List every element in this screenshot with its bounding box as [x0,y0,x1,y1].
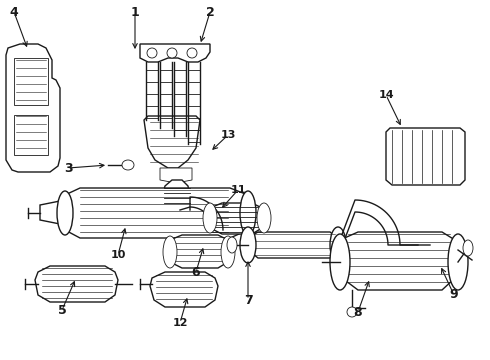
Text: 7: 7 [244,293,252,306]
Polygon shape [338,232,458,290]
Ellipse shape [203,203,217,233]
Polygon shape [40,200,65,225]
Polygon shape [248,232,338,258]
Polygon shape [6,44,60,172]
Ellipse shape [221,236,235,268]
Ellipse shape [163,236,177,268]
Polygon shape [386,128,465,185]
Ellipse shape [187,48,197,58]
Ellipse shape [240,227,256,263]
Polygon shape [140,44,210,62]
Ellipse shape [463,240,473,256]
Polygon shape [65,188,248,238]
Text: 8: 8 [354,306,362,319]
Text: 6: 6 [192,266,200,279]
Text: 13: 13 [220,130,236,140]
Polygon shape [168,235,230,268]
Polygon shape [14,58,48,105]
Ellipse shape [167,48,177,58]
Text: 3: 3 [64,162,73,175]
Polygon shape [150,272,218,307]
Text: 5: 5 [58,303,66,316]
Polygon shape [144,116,200,168]
Text: 2: 2 [206,5,215,18]
Ellipse shape [330,227,346,263]
Polygon shape [208,203,264,234]
Text: 11: 11 [230,185,246,195]
Text: 10: 10 [110,250,126,260]
Text: 9: 9 [450,288,458,302]
Text: 14: 14 [378,90,394,100]
Text: 4: 4 [10,5,19,18]
Polygon shape [162,180,190,210]
Ellipse shape [448,234,468,290]
Ellipse shape [347,307,357,317]
Ellipse shape [57,191,73,235]
Polygon shape [160,168,192,183]
Ellipse shape [240,191,256,235]
Polygon shape [35,266,118,302]
Text: 1: 1 [131,5,139,18]
Ellipse shape [227,237,237,253]
Ellipse shape [122,160,134,170]
Polygon shape [14,115,48,155]
Ellipse shape [257,203,271,233]
Ellipse shape [330,234,350,290]
Ellipse shape [147,48,157,58]
Text: 12: 12 [172,318,188,328]
